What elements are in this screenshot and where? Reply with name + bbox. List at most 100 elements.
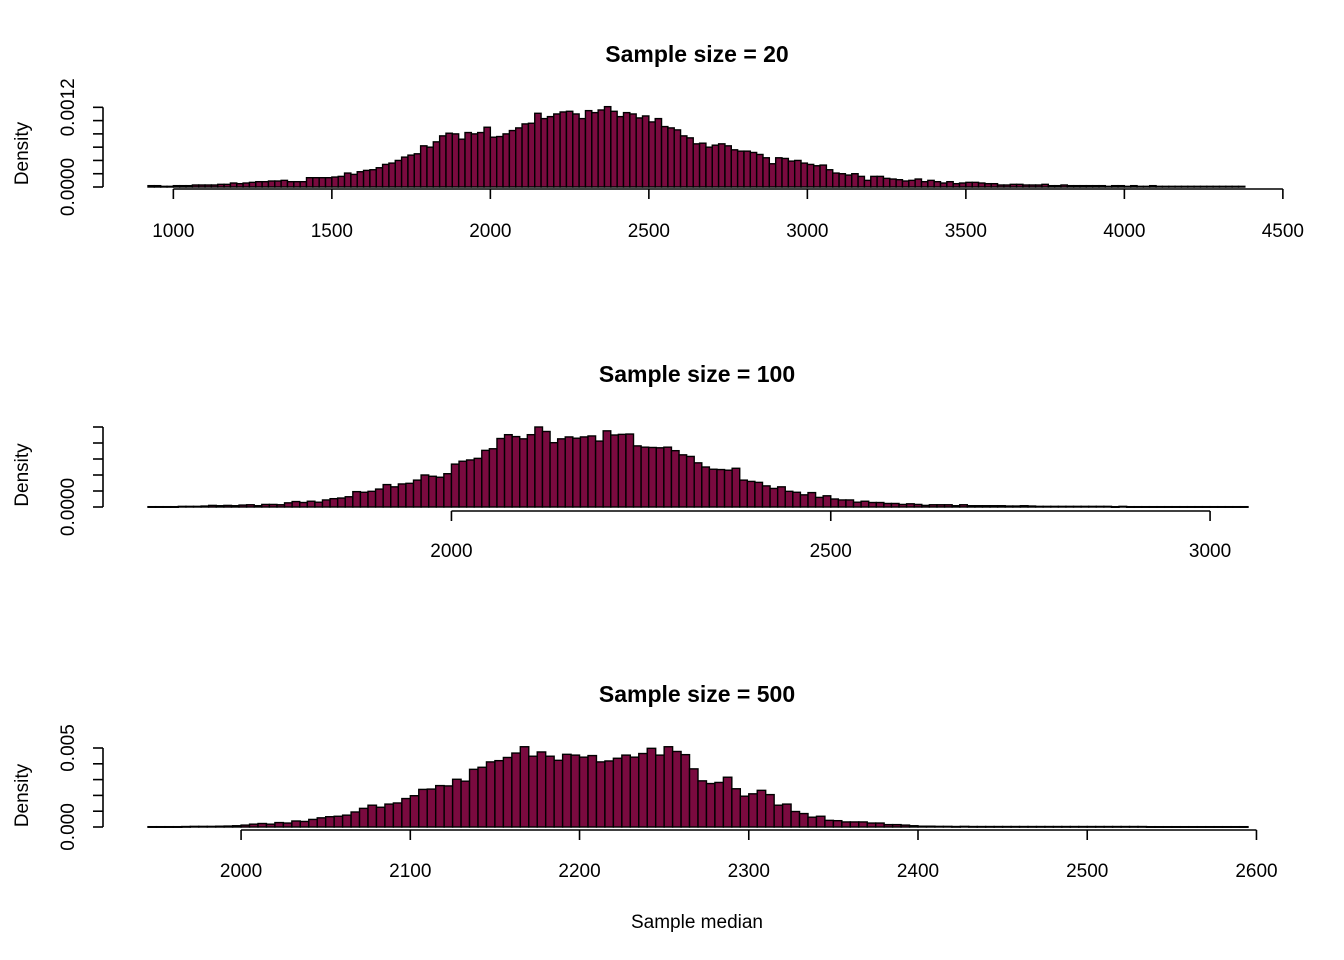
histogram-bar bbox=[200, 505, 210, 508]
histogram-bar bbox=[470, 133, 479, 188]
histogram-bar bbox=[762, 157, 771, 188]
histogram-bar bbox=[1141, 505, 1151, 508]
histogram-bar bbox=[426, 146, 434, 188]
histogram-bar bbox=[343, 172, 352, 188]
histogram-bar bbox=[333, 815, 344, 828]
histogram-bar bbox=[215, 505, 225, 508]
histogram-bar bbox=[511, 752, 522, 828]
histogram-bar bbox=[561, 753, 572, 828]
histogram-bar bbox=[908, 179, 916, 188]
histogram-bar bbox=[813, 165, 821, 188]
histogram-bar bbox=[553, 759, 564, 828]
histogram-bar bbox=[1154, 825, 1165, 828]
histogram-bar bbox=[946, 180, 954, 188]
histogram-bar bbox=[1094, 825, 1105, 828]
histogram-bar bbox=[1142, 185, 1151, 188]
histogram-bar bbox=[283, 502, 293, 508]
histogram-bar bbox=[837, 499, 847, 508]
histogram-bar bbox=[891, 823, 902, 828]
histogram-bar bbox=[852, 501, 862, 508]
histogram-bar bbox=[860, 500, 870, 508]
histogram-bar bbox=[830, 498, 840, 508]
histogram-bar bbox=[693, 462, 703, 508]
histogram-bar bbox=[409, 795, 420, 828]
histogram-bar bbox=[1022, 184, 1030, 188]
histogram-bar bbox=[267, 180, 276, 188]
y-axis: 0.0000 bbox=[58, 426, 104, 536]
histogram-bar bbox=[736, 150, 745, 188]
histogram-bar bbox=[231, 825, 242, 828]
histogram-bar bbox=[1123, 185, 1132, 188]
histogram-bar bbox=[1221, 825, 1232, 828]
histogram-bar bbox=[384, 803, 395, 828]
histogram-bar bbox=[324, 816, 335, 828]
histogram-bar bbox=[352, 490, 362, 508]
histogram-bar bbox=[344, 496, 354, 508]
bar-series bbox=[147, 746, 1249, 828]
histogram-bar bbox=[223, 504, 233, 508]
histogram-bar bbox=[496, 437, 506, 508]
histogram-bar bbox=[1028, 184, 1037, 188]
histogram-bar bbox=[229, 182, 238, 188]
histogram-bar bbox=[1069, 825, 1080, 828]
histogram-bar bbox=[238, 504, 248, 508]
histogram-bar bbox=[536, 751, 547, 828]
histogram-bar bbox=[337, 175, 346, 188]
y-tick-label: 0.005 bbox=[58, 724, 79, 772]
histogram-bar bbox=[731, 788, 742, 828]
histogram-bar bbox=[540, 117, 549, 188]
panel-title: Sample size = 20 bbox=[605, 41, 788, 67]
histogram-bar bbox=[1194, 505, 1204, 508]
x-tick-label: 4500 bbox=[1262, 221, 1304, 242]
histogram-bar bbox=[622, 111, 631, 188]
histogram-bar bbox=[939, 182, 948, 188]
histogram-bar bbox=[291, 500, 301, 508]
x-tick-label: 3000 bbox=[786, 221, 828, 242]
histogram-bar bbox=[503, 433, 513, 508]
histogram-bar bbox=[781, 803, 792, 828]
histogram-bar bbox=[1239, 505, 1249, 508]
histogram-bar bbox=[648, 121, 656, 188]
histogram-bar bbox=[534, 426, 544, 508]
histogram-bar bbox=[1196, 825, 1207, 828]
y-tick-label: 0.0000 bbox=[58, 158, 79, 216]
histogram-bar bbox=[316, 817, 327, 828]
histogram-bar bbox=[701, 466, 711, 508]
histogram-bar bbox=[784, 490, 794, 508]
histogram-bar bbox=[594, 440, 604, 508]
histogram-bar bbox=[445, 132, 454, 188]
histogram-bar bbox=[1034, 505, 1044, 508]
histogram-bar bbox=[217, 183, 225, 188]
histogram-bar bbox=[981, 505, 991, 508]
histogram-bar bbox=[1130, 184, 1138, 188]
histogram-bar bbox=[1001, 825, 1012, 828]
histogram-bar bbox=[640, 446, 650, 508]
histogram-bar bbox=[790, 810, 801, 828]
histogram-bar bbox=[952, 182, 961, 188]
x-tick-label: 2000 bbox=[430, 541, 472, 562]
panel-title: Sample size = 500 bbox=[599, 681, 795, 707]
histogram-bar bbox=[1103, 825, 1114, 828]
histogram-bar bbox=[692, 143, 701, 188]
histogram-bar bbox=[185, 184, 194, 188]
histogram-bar bbox=[572, 437, 582, 508]
histogram-bar bbox=[299, 820, 310, 828]
histogram-bar bbox=[299, 501, 309, 508]
histogram-bar bbox=[280, 179, 289, 188]
histogram-bar bbox=[476, 131, 485, 188]
histogram-bar bbox=[838, 173, 847, 188]
histogram-bar bbox=[942, 825, 953, 828]
histogram-bar bbox=[1091, 184, 1100, 188]
histogram-bar bbox=[1050, 505, 1060, 508]
histogram-bar bbox=[147, 505, 157, 508]
histogram-bar bbox=[261, 180, 270, 188]
histogram-bar bbox=[565, 110, 574, 188]
histogram-bar bbox=[496, 135, 504, 188]
histogram-bar bbox=[807, 816, 818, 828]
histogram-bar bbox=[1015, 183, 1024, 188]
histogram-bar bbox=[362, 169, 371, 188]
y-axis-title: Density bbox=[12, 443, 33, 507]
histogram-bar bbox=[1110, 505, 1120, 508]
histogram-bar bbox=[917, 825, 928, 828]
histogram-bar bbox=[866, 822, 877, 828]
